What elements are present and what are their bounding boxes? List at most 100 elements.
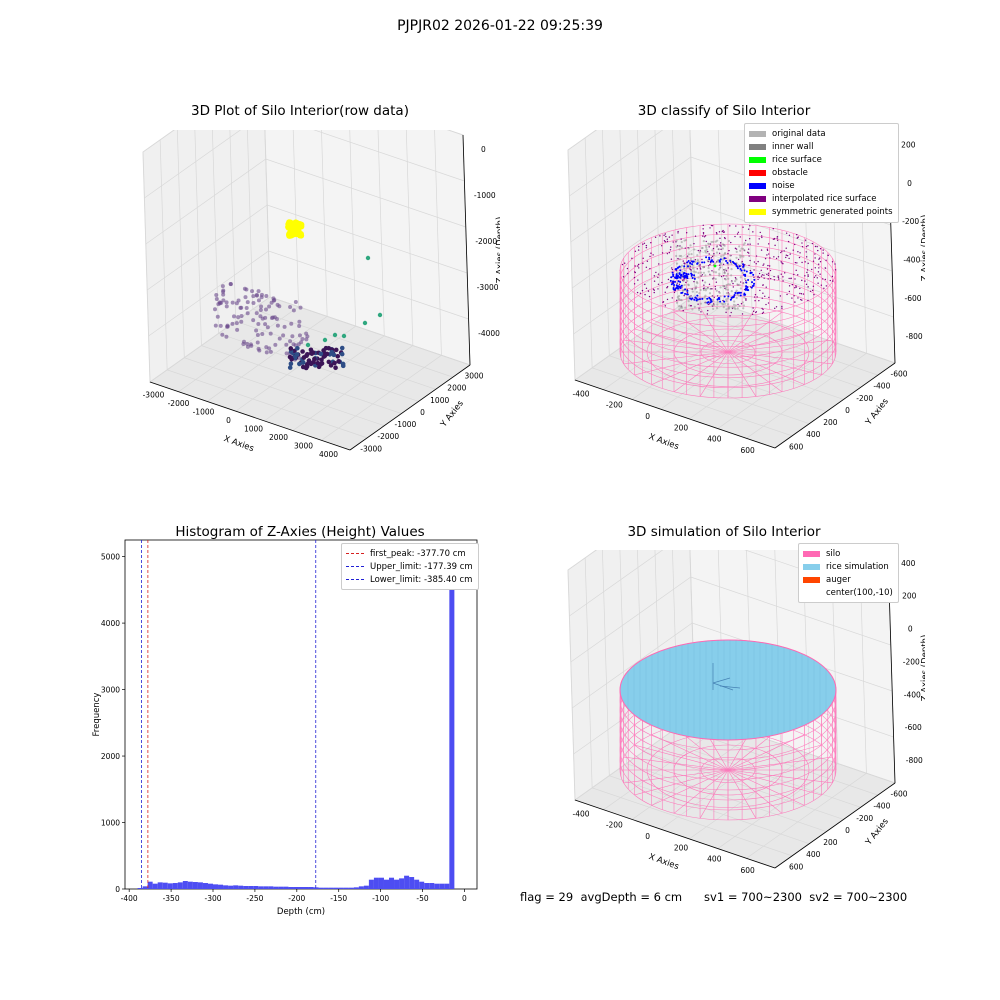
p2-interp-point xyxy=(703,287,705,289)
p2-original-point xyxy=(702,271,705,274)
p2-interp-point xyxy=(621,263,624,266)
p2-interp-point xyxy=(757,243,759,245)
p2-original-point xyxy=(705,246,708,249)
p2-interp-point xyxy=(729,315,731,317)
p2-ztick: -400 xyxy=(903,256,920,265)
p2-original-point xyxy=(715,289,718,292)
p2-interp-point xyxy=(782,280,784,282)
p2-noise-point xyxy=(673,284,676,287)
p1-point xyxy=(324,351,330,357)
p1-point xyxy=(293,299,298,304)
p3-bar xyxy=(258,886,264,889)
p2-interp-point xyxy=(777,256,780,258)
p2-interp-point xyxy=(776,239,779,241)
p2-interp-point xyxy=(647,290,650,292)
p3-ytick-label: 3000 xyxy=(101,686,120,695)
p3-plot-frame xyxy=(124,539,478,890)
p2-noise-point xyxy=(676,287,679,290)
legend-label: rice surface xyxy=(772,154,822,165)
p2-interp-point xyxy=(801,299,803,301)
p2-interp-point xyxy=(701,280,704,282)
p1-point xyxy=(335,353,341,359)
p2-interp-point xyxy=(822,278,824,280)
p2-noise-point xyxy=(691,260,694,263)
p1-point xyxy=(326,359,332,365)
p2-interp-point xyxy=(642,243,644,245)
p2-original-point xyxy=(735,289,738,292)
p2-interp-point xyxy=(637,249,640,251)
legend-label: first_peak: -377.70 cm xyxy=(370,548,466,559)
p3-bar xyxy=(298,887,304,889)
p2-interp-point xyxy=(700,268,702,270)
p2-interp-point xyxy=(637,265,639,267)
p2-interp-point xyxy=(644,293,646,296)
p1-ztick: -1000 xyxy=(474,191,496,200)
legend-entry: obstacle xyxy=(749,166,893,179)
p1-point xyxy=(256,322,261,327)
p4-rice-surface xyxy=(619,639,837,741)
p2-original-point xyxy=(679,298,682,301)
p2-noise-point xyxy=(718,260,721,263)
p2-noise-point xyxy=(719,300,722,303)
p2-interp-point xyxy=(814,257,816,259)
p2-interp-point xyxy=(745,279,747,282)
p2-interp-point xyxy=(757,278,759,281)
p2-noise-point xyxy=(723,295,726,298)
p2-original-point xyxy=(735,278,738,281)
p2-interp-point xyxy=(742,226,744,228)
p2-interp-point xyxy=(762,264,764,266)
p2-interp-point xyxy=(819,261,822,263)
p2-interp-point xyxy=(670,258,673,260)
p2-original-point xyxy=(676,295,679,299)
p2-interp-point xyxy=(723,275,725,277)
p2-original-point xyxy=(682,279,685,283)
p2-interp-point xyxy=(825,259,827,261)
p2-interp-point xyxy=(711,288,713,290)
p3-bar xyxy=(368,879,374,889)
legend-line xyxy=(346,579,364,581)
p2-interp-point xyxy=(724,237,726,240)
p2-original-point xyxy=(697,271,700,274)
p2-interp-point xyxy=(633,283,636,285)
p2-interp-point xyxy=(763,277,765,279)
p3-bar xyxy=(293,887,299,889)
p3-bar xyxy=(373,877,379,889)
p2-noise-point xyxy=(690,274,693,277)
p2-original-point xyxy=(727,293,731,296)
p2-interp-point xyxy=(725,311,727,314)
p2-interp-point xyxy=(657,273,660,275)
p2-interp-point xyxy=(668,236,671,238)
p2-interp-point xyxy=(834,269,837,271)
p3-bar xyxy=(162,882,168,889)
p2-original-point xyxy=(730,280,733,283)
p2-interp-point xyxy=(715,281,718,283)
p2-interp-point xyxy=(786,293,788,296)
p2-interp-point xyxy=(661,252,664,254)
p2-original-point xyxy=(722,254,725,257)
p2-interp-point xyxy=(657,283,660,285)
p2-original-point xyxy=(688,295,692,298)
p2-interp-point xyxy=(727,267,729,269)
p2-interp-point xyxy=(793,273,795,276)
p2-interp-point xyxy=(713,296,715,299)
p2-original-point xyxy=(702,240,705,243)
p3-ytick-label: 2000 xyxy=(101,752,120,761)
p2-original-point xyxy=(739,287,742,290)
p4-ztick: -200 xyxy=(903,657,920,666)
p1-point xyxy=(215,314,220,319)
p2-original-point xyxy=(689,257,693,261)
p1-point xyxy=(214,293,219,298)
p2-noise-point xyxy=(725,260,728,263)
p2-original-point xyxy=(699,288,702,292)
p3-bar xyxy=(414,879,420,889)
p2-original-point xyxy=(723,252,726,255)
p2-original-point xyxy=(693,275,696,279)
p2-interp-point xyxy=(766,268,769,270)
p2-noise-point xyxy=(672,287,675,290)
p1-point xyxy=(225,323,230,328)
p2-interp-point xyxy=(794,287,796,289)
p1-point xyxy=(321,348,326,353)
p2-noise-point xyxy=(752,273,755,276)
p2-interp-point xyxy=(714,288,717,290)
p2-interp-point xyxy=(776,237,778,239)
